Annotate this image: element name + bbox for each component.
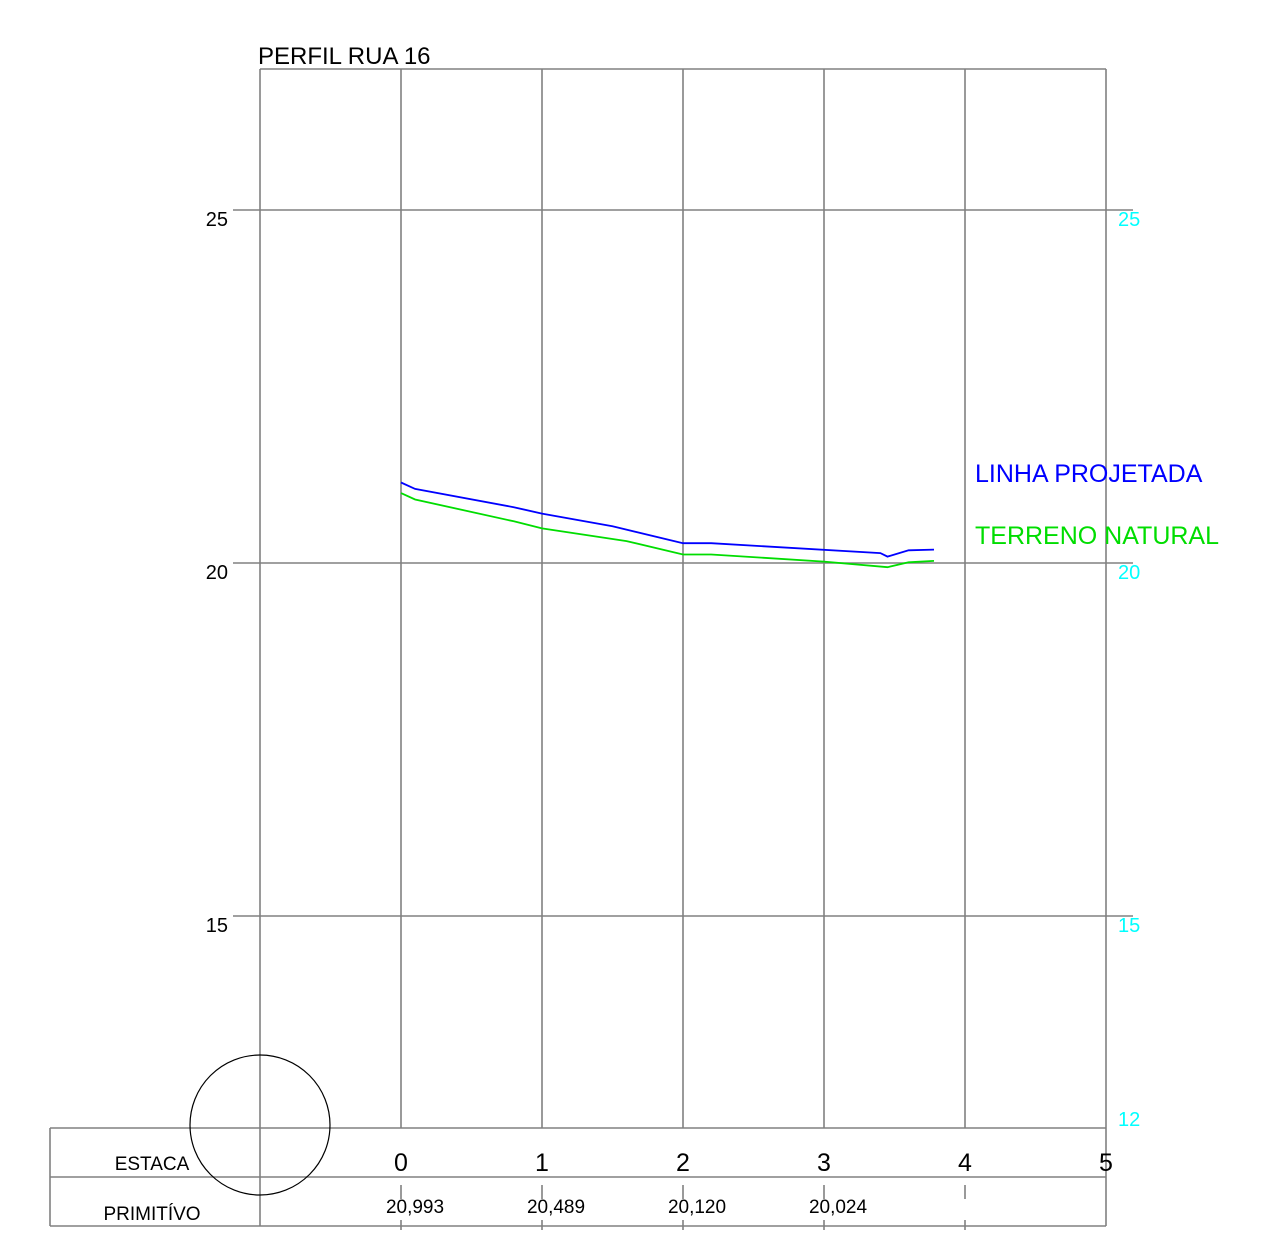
primitivo-value: 20,120 — [668, 1197, 726, 1218]
x-tick-label: 1 — [535, 1149, 549, 1177]
y-tick-label-right: 20 — [1118, 562, 1140, 584]
y-tick-label-right: 25 — [1118, 209, 1140, 231]
y-tick-label-left: 20 — [206, 562, 228, 584]
y-tick-label-right: 15 — [1118, 915, 1140, 937]
y-tick-label-right: 12 — [1118, 1109, 1140, 1131]
row-label-primitivo: PRIMITÍVO — [103, 1204, 200, 1225]
x-tick-label: 2 — [676, 1149, 690, 1177]
series-line-linha-projetada — [400, 481, 935, 558]
legend-terreno-natural: TERRENO NATURAL — [975, 522, 1219, 550]
y-tick-label-left: 15 — [206, 915, 228, 937]
x-tick-label: 3 — [817, 1149, 831, 1177]
legend-linha-projetada: LINHA PROJETADA — [975, 460, 1203, 488]
data-table: ESTACA PRIMITÍVO — [49, 1127, 1106, 1227]
y-tick-label-left: 25 — [206, 209, 228, 231]
series-line-terreno-natural — [400, 492, 935, 569]
x-tick-label: 0 — [394, 1149, 408, 1177]
primitivo-value: 20,489 — [527, 1197, 585, 1218]
x-tick-label: 4 — [958, 1149, 972, 1177]
row-label-estaca: ESTACA — [115, 1154, 190, 1175]
chart-title: PERFIL RUA 16 — [258, 43, 431, 70]
primitivo-value: 20,993 — [386, 1197, 444, 1218]
x-tick-label: 5 — [1099, 1149, 1113, 1177]
grid-lines — [233, 68, 1133, 1230]
series-lines — [400, 481, 935, 569]
primitivo-value: 20,024 — [809, 1197, 868, 1218]
reference-circle — [189, 1054, 331, 1196]
